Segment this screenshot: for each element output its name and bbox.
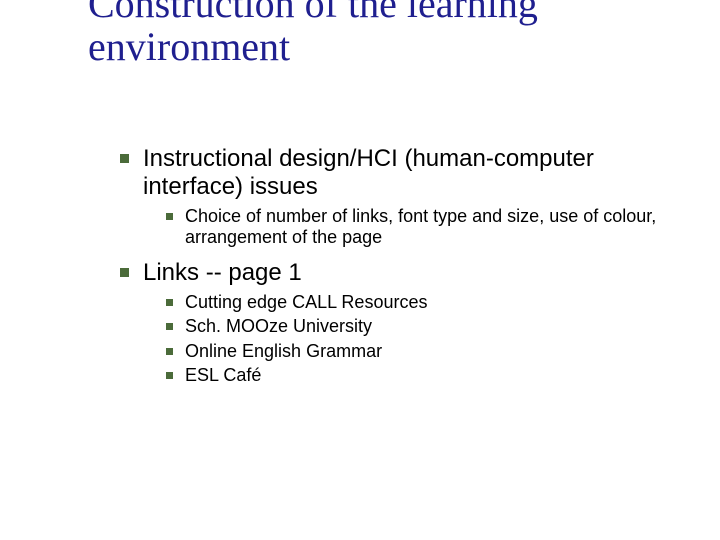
sublist: Choice of number of links, font type and… bbox=[166, 206, 680, 248]
slide-title: Construction of the learning environment bbox=[88, 0, 720, 68]
square-bullet-icon bbox=[166, 372, 173, 379]
list-item-text: Instructional design/HCI (human-computer… bbox=[143, 145, 680, 200]
list-item-text: Online English Grammar bbox=[185, 341, 382, 362]
list-item: Online English Grammar bbox=[166, 341, 680, 362]
list-item-text: Links -- page 1 bbox=[143, 259, 302, 287]
list-item-text: Choice of number of links, font type and… bbox=[185, 206, 680, 248]
list-item-text: Sch. MOOze University bbox=[185, 316, 372, 337]
list-item: Cutting edge CALL Resources bbox=[166, 292, 680, 313]
square-bullet-icon bbox=[120, 268, 129, 277]
square-bullet-icon bbox=[166, 213, 173, 220]
square-bullet-icon bbox=[166, 323, 173, 330]
list-item-text: Cutting edge CALL Resources bbox=[185, 292, 427, 313]
square-bullet-icon bbox=[166, 348, 173, 355]
list-item: Choice of number of links, font type and… bbox=[166, 206, 680, 248]
slide-content: Instructional design/HCI (human-computer… bbox=[120, 145, 680, 396]
square-bullet-icon bbox=[120, 154, 129, 163]
list-item-text: ESL Café bbox=[185, 365, 261, 386]
sublist: Cutting edge CALL Resources Sch. MOOze U… bbox=[166, 292, 680, 386]
list-item: Sch. MOOze University bbox=[166, 316, 680, 337]
slide: Construction of the learning environment… bbox=[0, 0, 720, 540]
list-item: ESL Café bbox=[166, 365, 680, 386]
square-bullet-icon bbox=[166, 299, 173, 306]
list-item: Instructional design/HCI (human-computer… bbox=[120, 145, 680, 200]
list-item: Links -- page 1 bbox=[120, 259, 680, 287]
